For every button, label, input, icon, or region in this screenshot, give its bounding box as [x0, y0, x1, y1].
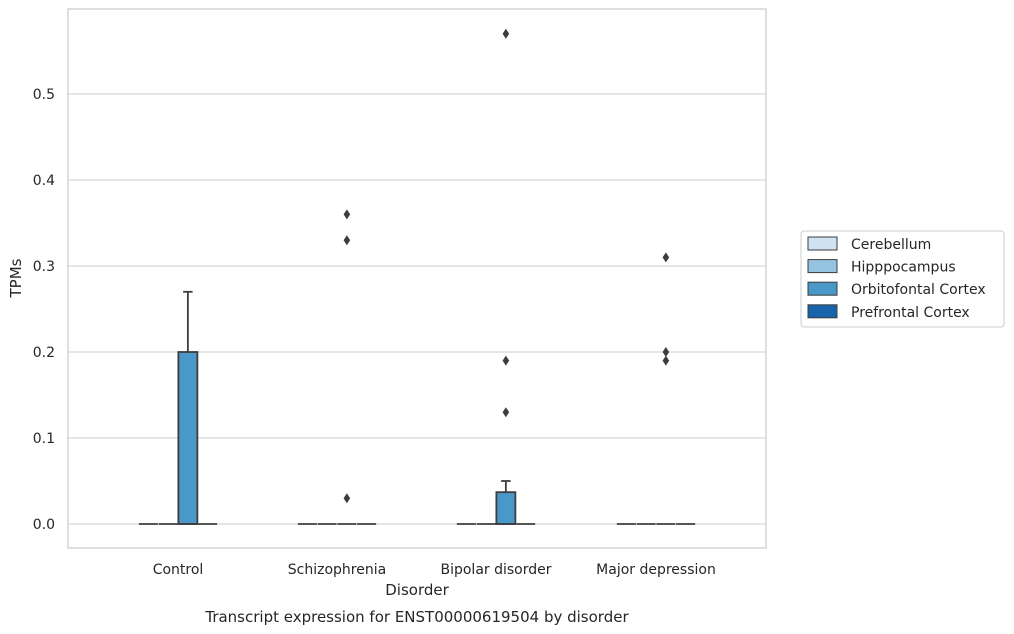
x-tick-label-control: Control: [153, 562, 204, 578]
legend-swatch: [807, 304, 838, 319]
plot-frame: [67, 8, 767, 549]
legend-item-prefrontal-cortex: Prefrontal Cortex: [807, 304, 970, 321]
outliers: [343, 28, 670, 504]
x-tick-label-schizophrenia: Schizophrenia: [288, 562, 386, 578]
box-orbitofontal-cortex-control: [177, 290, 199, 525]
outlier-point: [662, 355, 670, 366]
y-tick-label: 0.5: [33, 87, 55, 103]
x-tick-label-major-depression: Major depression: [596, 562, 716, 578]
legend-item-hipppocampus: Hipppocampus: [807, 259, 956, 276]
legend-item-cerebellum: Cerebellum: [807, 236, 931, 253]
legend-swatch: [807, 259, 838, 274]
outlier-point: [343, 493, 351, 504]
outlier-point: [662, 347, 670, 357]
x-tick-label-bipolar-disorder: Bipolar disorder: [440, 562, 551, 578]
x-axis-title: Disorder: [385, 581, 449, 599]
legend-frame: [800, 230, 1005, 328]
y-axis-ticks: 0.0 0.1 0.2 0.3 0.4 0.5: [33, 87, 55, 533]
y-tick-label: 0.2: [33, 345, 55, 361]
legend-swatch: [807, 236, 838, 251]
outlier-point: [502, 407, 510, 418]
legend-label: Orbitofontal Cortex: [851, 282, 986, 298]
y-tick-label: 0.0: [33, 517, 55, 533]
y-tick-label: 0.4: [33, 173, 55, 189]
y-axis-title: TPMs: [7, 258, 25, 298]
legend-label: Cerebellum: [851, 237, 931, 253]
box-orbitofontal-cortex-bipolar-disorder: [495, 480, 517, 525]
gridlines: [68, 93, 766, 525]
outlier-point: [502, 28, 510, 39]
legend-label: Hipppocampus: [851, 260, 956, 276]
boxes: [138, 290, 696, 525]
legend: Cerebellum Hipppocampus Orbitofontal Corte…: [800, 230, 1005, 328]
y-tick-label: 0.3: [33, 259, 55, 275]
legend-swatch: [807, 281, 838, 296]
chart-title: Transcript expression for ENST0000061950…: [204, 608, 629, 626]
y-tick-label: 0.1: [33, 431, 55, 447]
outlier-point: [343, 235, 351, 246]
outlier-point: [662, 252, 670, 263]
legend-item-orbitofontal-cortex: Orbitofontal Cortex: [807, 281, 986, 298]
legend-label: Prefrontal Cortex: [851, 305, 970, 321]
x-axis-ticks: Control Schizophrenia Bipolar disorder Majo…: [153, 562, 716, 578]
outlier-point: [343, 209, 351, 220]
outlier-point: [502, 355, 510, 366]
